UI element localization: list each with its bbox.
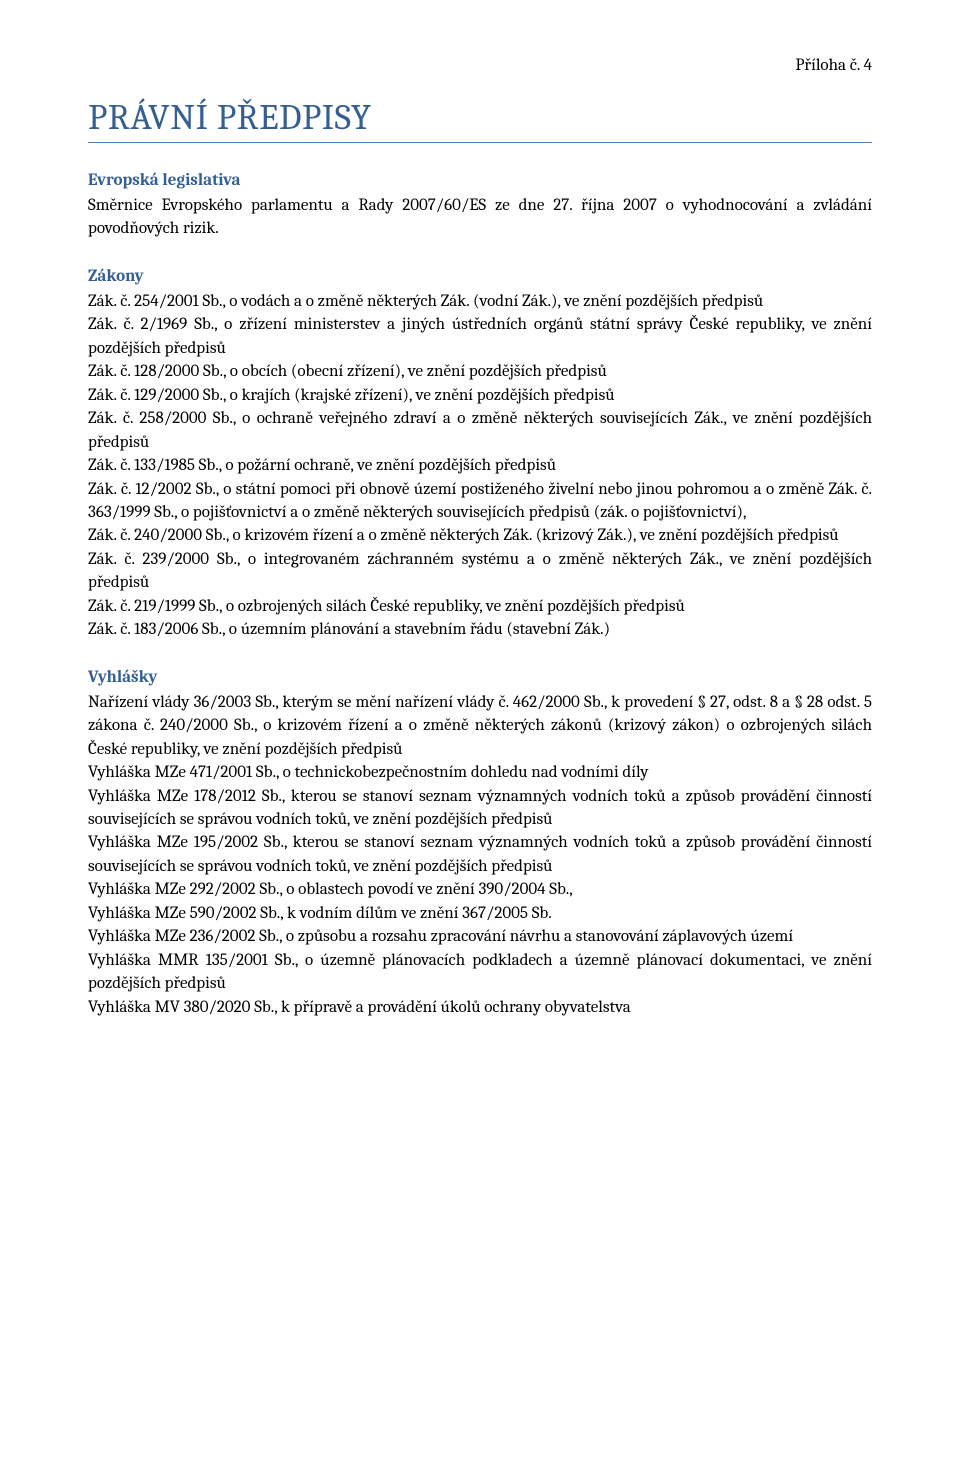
paragraph: Zák. č. 239/2000 Sb., o integrovaném zác… [88, 548, 872, 595]
paragraph: Zák. č. 129/2000 Sb., o krajích (krajské… [88, 384, 872, 407]
paragraph: Zák. č. 133/1985 Sb., o požární ochraně,… [88, 454, 872, 477]
paragraph: Nařízení vlády 36/2003 Sb., kterým se mě… [88, 691, 872, 761]
page-title: PRÁVNÍ PŘEDPISY [88, 97, 872, 143]
paragraph: Zák. č. 254/2001 Sb., o vodách a o změně… [88, 290, 872, 313]
paragraph: Vyhláška MZe 195/2002 Sb., kterou se sta… [88, 831, 872, 878]
paragraph: Vyhláška MZe 471/2001 Sb., o technickobe… [88, 761, 872, 784]
paragraph: Vyhláška MZe 590/2002 Sb., k vodním dílů… [88, 902, 872, 925]
paragraph: Zák. č. 128/2000 Sb., o obcích (obecní z… [88, 360, 872, 383]
paragraph: Zák. č. 219/1999 Sb., o ozbrojených silá… [88, 595, 872, 618]
page: Příloha č. 4 PRÁVNÍ PŘEDPISY Evropská le… [0, 0, 960, 1463]
paragraph: Zák. č. 258/2000 Sb., o ochraně veřejnéh… [88, 407, 872, 454]
header-annotation: Příloha č. 4 [88, 56, 872, 75]
paragraph: Vyhláška MV 380/2020 Sb., k přípravě a p… [88, 996, 872, 1019]
paragraph: Zák. č. 183/2006 Sb., o územním plánován… [88, 618, 872, 641]
section-heading-eu: Evropská legislativa [88, 171, 872, 190]
paragraph: Zák. č. 2/1969 Sb., o zřízení ministerst… [88, 313, 872, 360]
section-heading-vyhlasky: Vyhlášky [88, 668, 872, 687]
paragraph: Vyhláška MMR 135/2001 Sb., o územně plán… [88, 949, 872, 996]
section-heading-zakony: Zákony [88, 267, 872, 286]
paragraph: Směrnice Evropského parlamentu a Rady 20… [88, 194, 872, 241]
paragraph: Vyhláška MZe 236/2002 Sb., o způsobu a r… [88, 925, 872, 948]
paragraph: Zák. č. 240/2000 Sb., o krizovém řízení … [88, 524, 872, 547]
paragraph: Vyhláška MZe 292/2002 Sb., o oblastech p… [88, 878, 872, 901]
paragraph: Vyhláška MZe 178/2012 Sb., kterou se sta… [88, 785, 872, 832]
paragraph: Zák. č. 12/2002 Sb., o státní pomoci při… [88, 478, 872, 525]
